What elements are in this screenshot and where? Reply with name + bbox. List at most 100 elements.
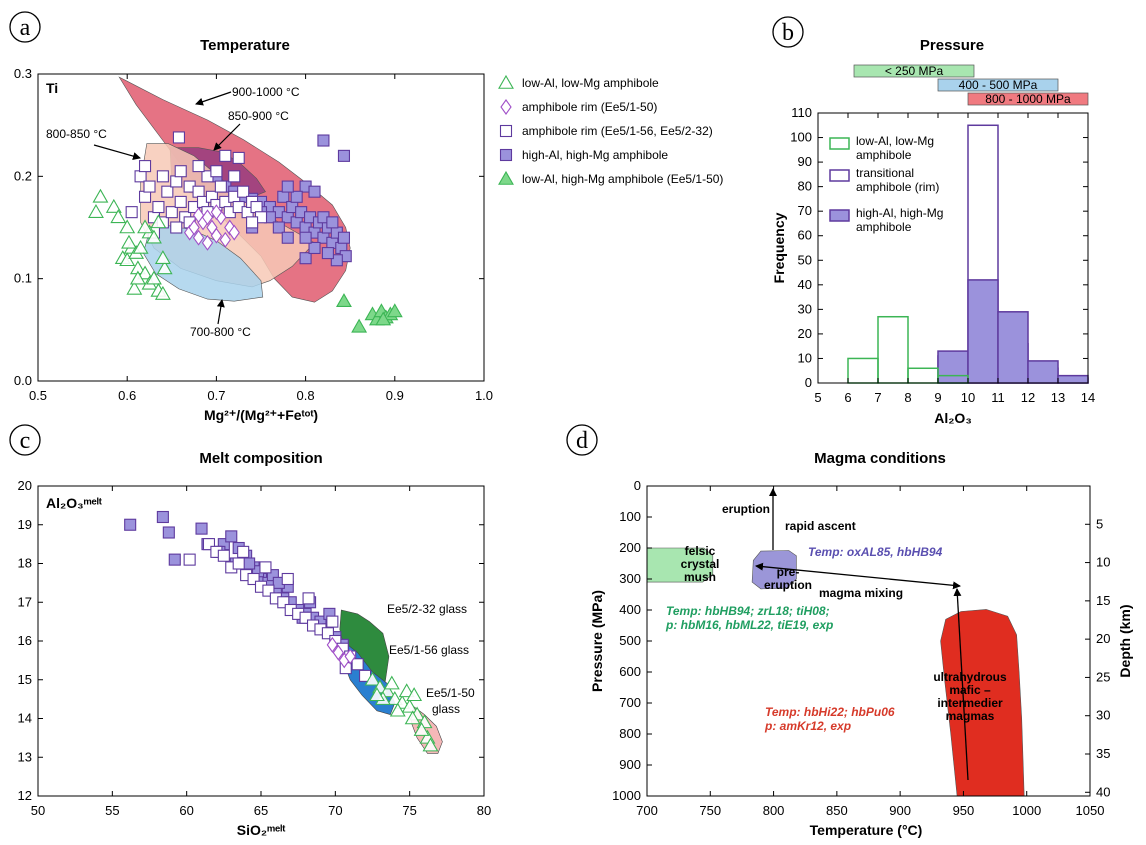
panel-d-plot-frame [646,485,1091,797]
point-sq-open [143,180,156,193]
point-tri-open [92,188,109,203]
panel-a-ylabel: Ti [46,80,58,96]
panel-d-ylabel: Pressure (MPa) [589,590,605,692]
point-sq-fill [317,134,330,147]
ascent-arrow [953,588,969,781]
y-tick-label: 40 [798,277,812,292]
panel-d-letter-circle [566,424,598,456]
legend-a-item-2: amphibole rim (Ee5/1-50) [522,100,657,114]
point-sq-open [259,561,272,574]
point-diamond [192,207,205,224]
label-temp-oxal85: Temp: oxAL85, hbHB94 [808,545,943,559]
point-sq-open [210,165,223,178]
panel-b-xlabel: Al₂O₃ [934,410,972,426]
point-sq-fill [299,252,312,265]
panel-a-xlabel: Mg²⁺/(Mg²⁺+Feᵗᵒᵗ) [204,407,318,423]
label-temp-green-1: Temp: hbHB94; zrL18; tiH08; [666,604,830,618]
label-felsic-1: felsic [685,544,716,558]
y2-tick-label: 25 [1096,669,1110,684]
histogram-bar-3 [1057,374,1089,384]
point-tri-open [422,737,439,752]
point-sq-open [217,549,230,562]
label-preeruption-2: eruption [764,578,812,592]
x-tick-label: 900 [889,803,911,818]
pressure-bar-3 [967,92,1089,106]
legend-a-item-5: low-Al, high-Mg amphibole (Ee5/1-50) [522,172,723,186]
panel-b-histogram-bars [847,124,1089,384]
point-sq-fill [277,190,290,203]
point-sq-fill [162,526,175,539]
legend-b-item-1-line1: low-Al, low-Mg [856,134,934,148]
y-tick-label: 500 [619,633,641,648]
x-tick-label: 0.8 [297,388,315,403]
point-diamond [201,209,214,226]
point-sq-open [351,658,364,671]
point-sq-fill [290,190,303,203]
y-tick-label: 100 [790,130,812,145]
point-diamond [210,227,223,244]
point-tri-open [110,209,127,224]
x-tick-label: 700 [636,803,658,818]
panel-a-legend: low-Al, low-Mg amphibole amphibole rim (… [498,74,723,186]
panel-a-letter-circle [9,11,41,43]
point-sq-open [174,165,187,178]
legend-b-item-2-line1: transitional [856,166,914,180]
point-sq-open [170,221,183,234]
label-preeruption-1: pre- [777,565,800,579]
x-tick-label: 800 [763,803,785,818]
point-diamond [210,204,223,221]
y-tick-label: 19 [18,517,32,532]
point-tri-open [404,710,421,725]
y-tick-label: 20 [18,478,32,493]
label-temp-red-1: Temp: hbHi22; hbPu06 [765,705,895,719]
point-sq-open [250,200,263,214]
panel-a-data-points [88,131,403,333]
y-tick-label: 20 [798,326,812,341]
x-tick-label: 75 [402,803,416,818]
x-tick-label: 60 [179,803,193,818]
panel-d-title: Magma conditions [814,450,946,467]
point-tri-open [154,250,171,264]
y-tick-label: 80 [798,179,812,194]
y-tick-label: 0 [634,478,641,493]
field-label-850-900: 850-900 °C [228,109,289,123]
histogram-bar-3 [1027,360,1059,384]
x-tick-label: 750 [699,803,721,818]
point-tri-open [119,219,136,234]
x-tick-label: 65 [254,803,268,818]
panel-c-ylabel: Al₂O₃ᵐᵉˡᵗ [46,495,102,511]
field-arrow-900-1000 [195,91,232,106]
point-tri-open [413,722,430,736]
y-tick-label: 400 [619,602,641,617]
point-tri-fill [375,311,392,326]
x-tick-label: 80 [477,803,491,818]
legend-b-item-3-line2: amphibole [856,220,912,234]
y-tick-label: 0 [805,375,812,390]
point-diamond [344,648,356,665]
y-tick-label: 100 [619,509,641,524]
field-arrow-800-850 [93,144,141,160]
point-sq-open [125,206,138,219]
point-sq-fill [195,522,208,535]
point-tri-open [132,239,149,254]
point-sq-open [202,538,216,551]
legend-a-symbol-4 [499,148,513,162]
point-diamond [201,234,214,251]
x-tick-label: 1.0 [475,388,493,403]
point-sq-fill [124,518,137,531]
y-tick-label: 0.3 [14,66,32,81]
legend-a-item-1: low-Al, low-Mg amphibole [522,76,659,90]
legend-a-symbol-2 [500,99,512,115]
label-temp-green-2: p: hbM16, hbML22, tiE19, exp [665,618,833,632]
field-arrow-700-800 [216,299,225,325]
magma-mixing-arrow [755,562,961,590]
point-tri-open [105,198,122,213]
point-diamond [228,224,240,241]
y-tick-label: 60 [798,228,812,243]
point-tri-open [386,691,403,705]
x-tick-label: 850 [826,803,848,818]
point-sq-fill [281,180,294,193]
point-tri-fill [336,293,352,307]
panel-b-title: Pressure [920,37,984,54]
